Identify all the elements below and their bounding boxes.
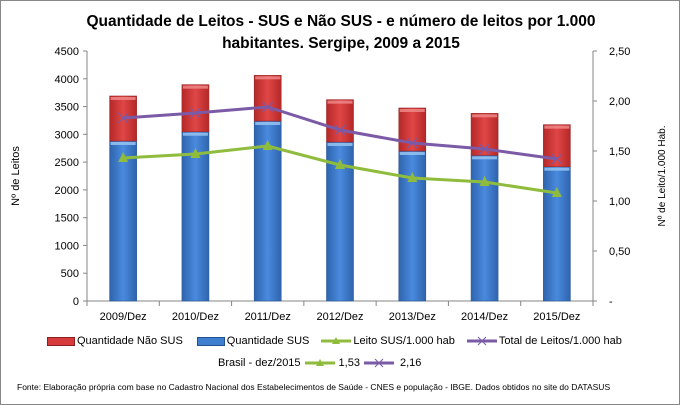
y-tick-label: 500 bbox=[61, 268, 79, 280]
y2-tick-label: 1,50 bbox=[609, 146, 630, 158]
bar-quantidade-sus bbox=[543, 166, 571, 302]
bar-highlight bbox=[399, 152, 425, 155]
x-tick-label: 2011/Dez bbox=[245, 311, 291, 323]
point-triangle-marker bbox=[118, 152, 129, 162]
bar-highlight bbox=[327, 100, 353, 104]
legend-label-sus: Quantidade SUS bbox=[226, 335, 310, 347]
brasil-total-value: 2,16 bbox=[399, 357, 422, 369]
point-triangle-marker bbox=[479, 176, 490, 186]
x-tick-label: 2014/Dez bbox=[461, 311, 508, 323]
x-tick-label: 2010/Dez bbox=[172, 311, 219, 323]
legend-label-nao-sus: Quantidade Não SUS bbox=[77, 335, 183, 347]
legend-row-brasil: Brasil - dez/2015 1,53 2,16 bbox=[218, 357, 421, 369]
y2-axis-label: Nº de Leito/1.000 Hab. bbox=[657, 126, 668, 227]
bar-highlight bbox=[182, 132, 208, 136]
point-x-marker bbox=[479, 143, 490, 155]
point-x-marker bbox=[190, 107, 201, 119]
legend-line-leito-sus-icon bbox=[321, 337, 352, 344]
brasil-total-icon bbox=[363, 358, 394, 368]
bar-quantidade-sus bbox=[253, 120, 282, 302]
y2-tick-label: 2,50 bbox=[609, 46, 630, 58]
y-tick-label: 1000 bbox=[55, 240, 79, 252]
x-tick-label: 2012/Dez bbox=[316, 311, 363, 323]
point-x-marker bbox=[551, 153, 563, 165]
bar-quantidade-n-o-sus bbox=[181, 84, 210, 133]
source-note: Fonte: Elaboração própria com base no Ca… bbox=[17, 382, 611, 392]
bar-quantidade-n-o-sus bbox=[253, 75, 282, 122]
point-triangle-marker bbox=[335, 159, 345, 169]
bar-highlight bbox=[255, 76, 281, 80]
x-tick-label: 2013/Dez bbox=[389, 311, 436, 323]
point-x-marker bbox=[406, 137, 418, 149]
y-tick-label: 4500 bbox=[55, 46, 79, 58]
y2-tick-label: 0,50 bbox=[609, 246, 630, 258]
bar-highlight bbox=[110, 97, 136, 100]
bar-quantidade-n-o-sus bbox=[543, 124, 571, 167]
y-tick-label: 3000 bbox=[55, 129, 79, 141]
point-x-marker bbox=[262, 101, 274, 113]
legend-line-total-icon bbox=[466, 336, 497, 346]
x-tick-label: 2015/Dez bbox=[533, 311, 580, 323]
y2-tick-label: 2,00 bbox=[609, 96, 630, 108]
brasil-leito-sus-value: 1,53 bbox=[338, 357, 360, 369]
brasil-label: Brasil - dez/2015 bbox=[218, 357, 301, 369]
point-triangle-marker bbox=[551, 187, 562, 197]
point-triangle-marker bbox=[190, 148, 201, 158]
bar-highlight bbox=[110, 142, 136, 145]
bar-highlight bbox=[399, 109, 425, 112]
y-tick-label: 1500 bbox=[55, 213, 79, 225]
point-x-marker bbox=[334, 124, 346, 136]
y-tick-label: 3500 bbox=[55, 102, 79, 114]
bar-highlight bbox=[255, 122, 281, 125]
bar-highlight bbox=[472, 156, 498, 160]
y2-tick-label: 1,00 bbox=[609, 196, 630, 208]
bar-highlight bbox=[544, 167, 570, 171]
y-axis-label: Nº de Leitos bbox=[10, 146, 22, 206]
bar-highlight bbox=[472, 114, 498, 118]
bar-highlight bbox=[182, 85, 208, 89]
y-tick-label: 4000 bbox=[55, 74, 79, 86]
y-tick-label: 2500 bbox=[55, 157, 79, 169]
bar-highlight bbox=[327, 143, 353, 146]
brasil-leito-sus-icon bbox=[304, 359, 335, 366]
point-triangle-marker bbox=[407, 172, 418, 182]
bar-quantidade-sus bbox=[109, 140, 137, 302]
y-tick-label: 2000 bbox=[55, 185, 79, 197]
x-tick-label: 2009/Dez bbox=[100, 311, 147, 323]
bar-quantidade-n-o-sus bbox=[326, 99, 354, 143]
y2-tick-label: - bbox=[609, 296, 613, 308]
y-tick-label: 0 bbox=[73, 296, 79, 308]
point-triangle-marker bbox=[262, 140, 273, 150]
bar-highlight bbox=[544, 125, 570, 129]
chart-title: Quantidade de Leitos - SUS e Não SUS - e… bbox=[86, 13, 596, 52]
legend-row-1: Quantidade Não SUS Quantidade SUS Leito … bbox=[47, 335, 622, 347]
legend-swatch-nao-sus bbox=[47, 336, 75, 346]
legend-label-leito-sus: Leito SUS/1.000 hab bbox=[353, 335, 455, 347]
legend-swatch-sus bbox=[196, 336, 225, 346]
point-x-marker bbox=[117, 112, 129, 124]
legend-label-total: Total de Leitos/1.000 hab bbox=[498, 335, 622, 347]
bar-quantidade-sus bbox=[181, 131, 210, 302]
